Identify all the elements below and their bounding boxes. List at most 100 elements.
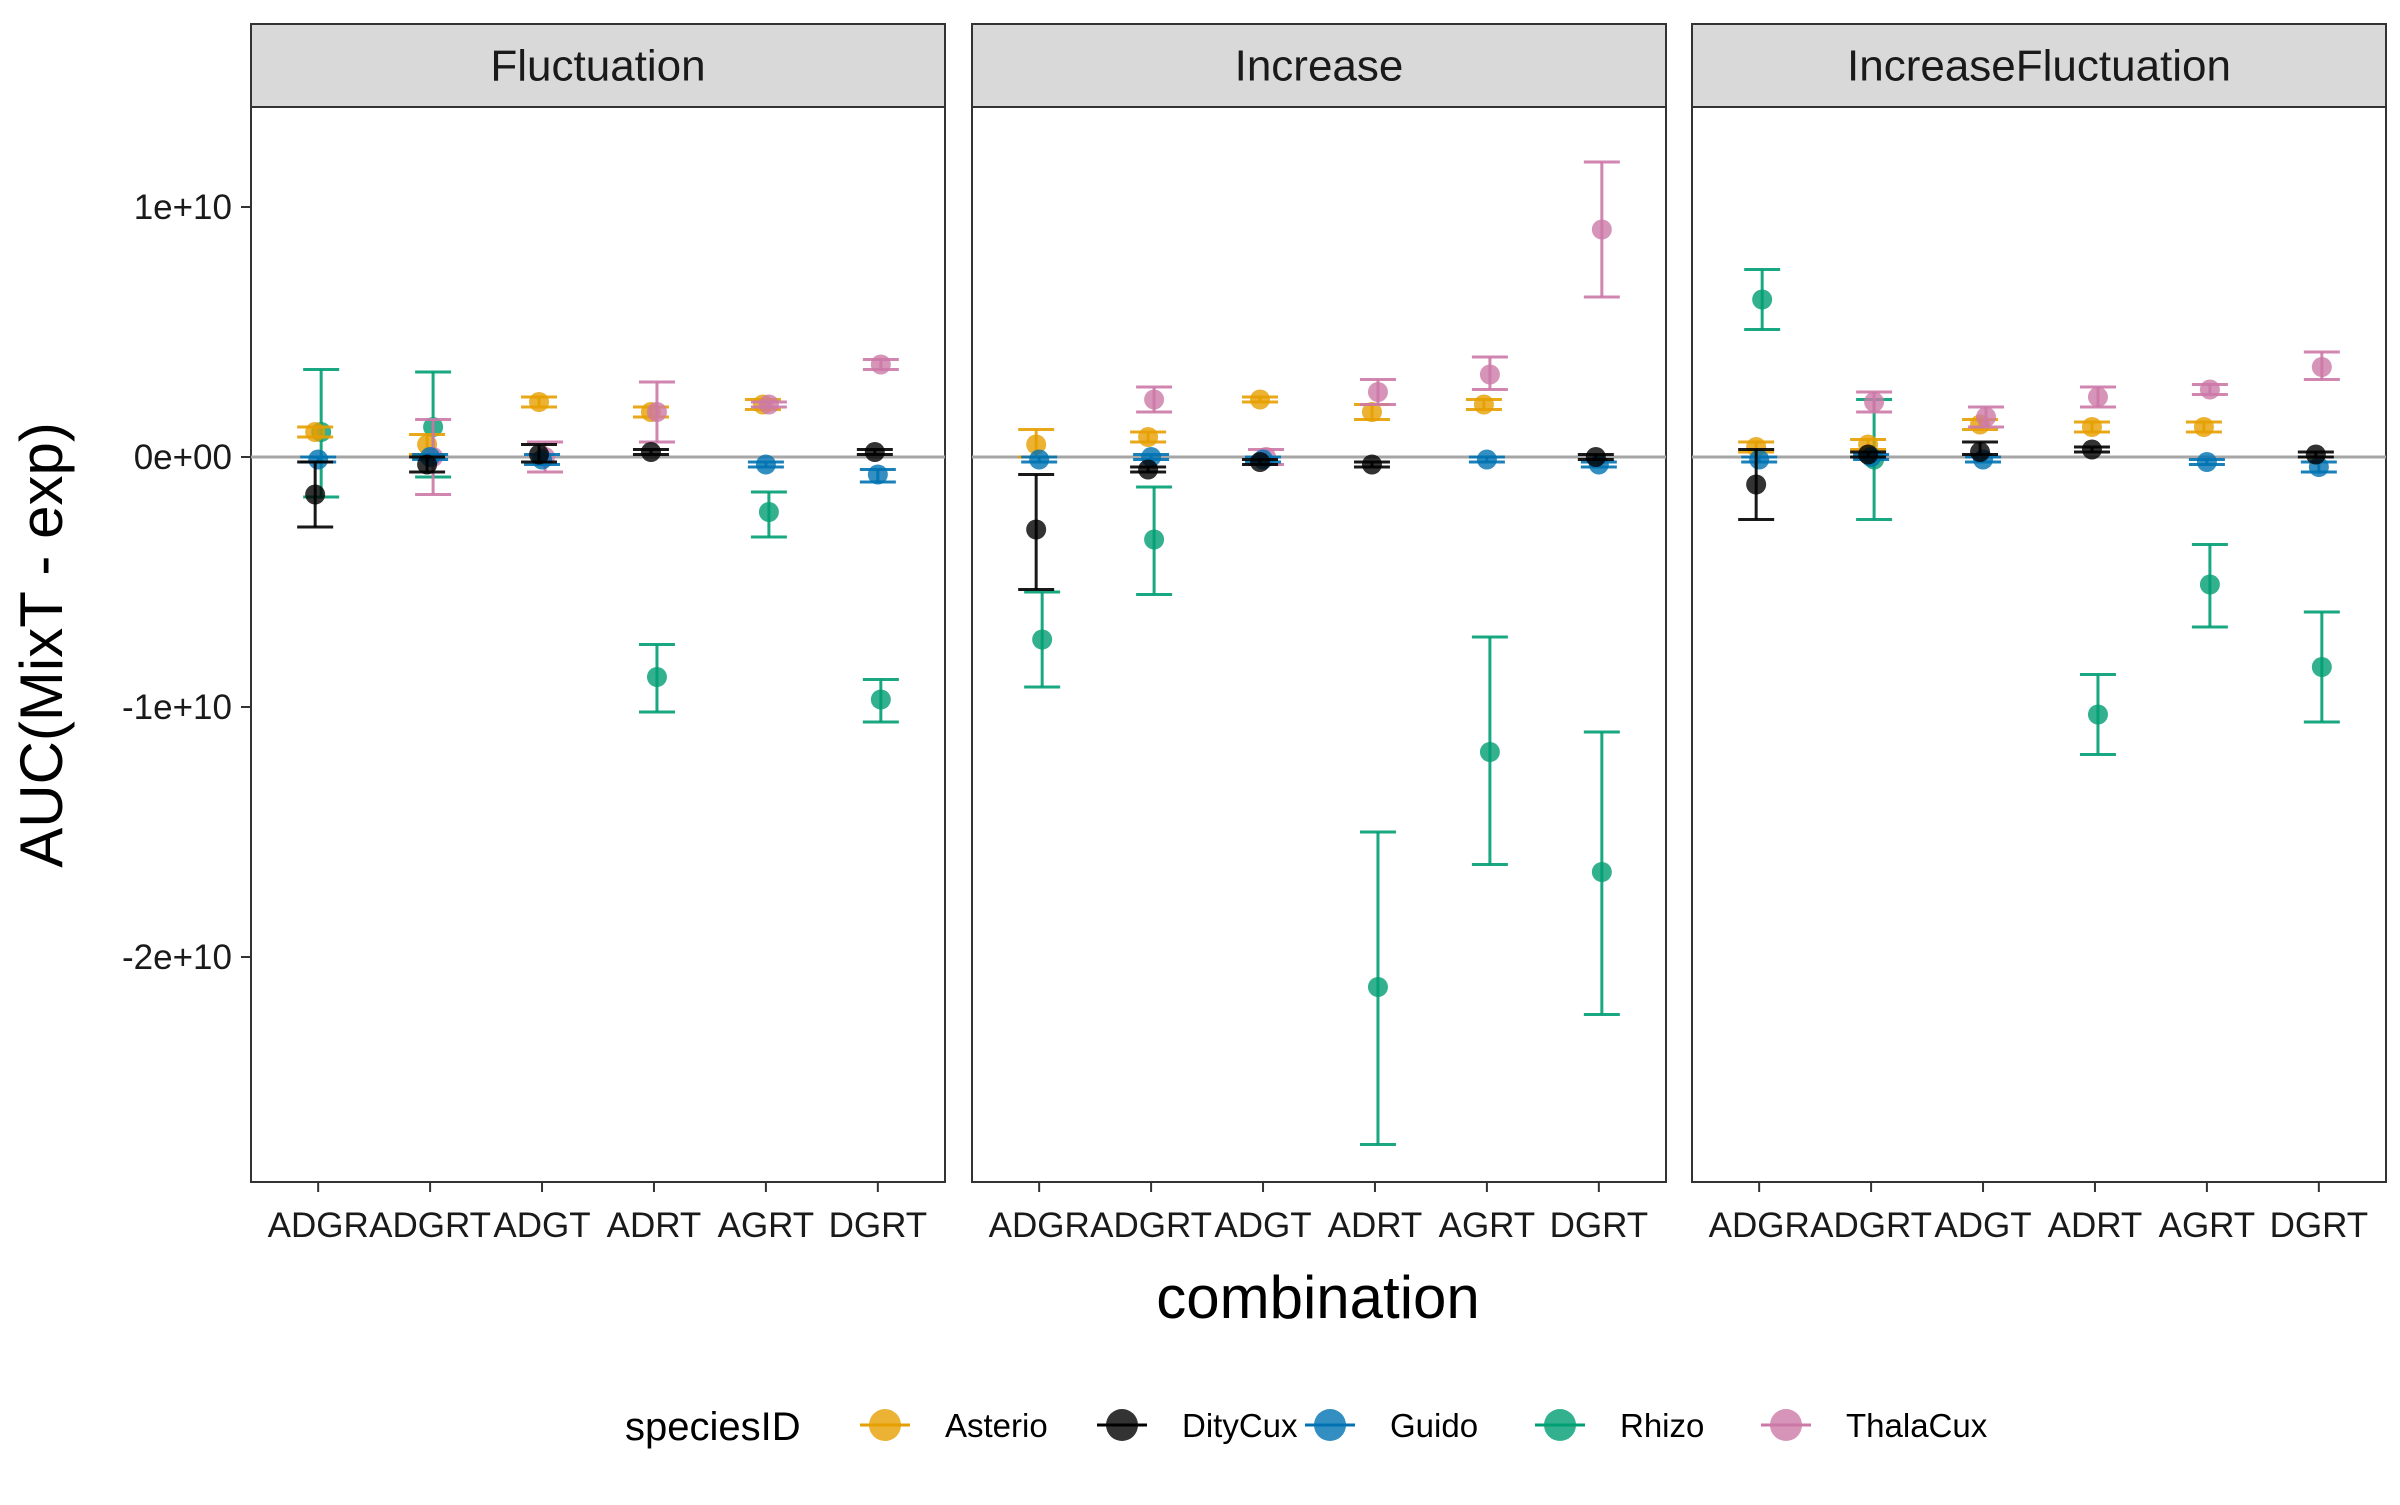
panel-border [250, 106, 946, 1183]
x-tick-label: DGRT [2270, 1206, 2369, 1245]
legend-label: Rhizo [1620, 1407, 1704, 1444]
x-axis-title: combination [1156, 1264, 1480, 1331]
x-tick-label: ADGR [989, 1206, 1090, 1245]
datum-asterio-agrt [1465, 394, 1502, 415]
data-point [1138, 427, 1159, 447]
data-point [1479, 364, 1500, 385]
data-point [1591, 862, 1612, 882]
datum-thalacux-dgrt [1583, 160, 1620, 299]
datum-thalacux-agrt [1471, 355, 1508, 391]
datum-rhizo-adgrt [1136, 485, 1173, 596]
datum-ditycux-adgr [1738, 448, 1775, 521]
datum-rhizo-adrt [638, 643, 675, 714]
data-point [1361, 454, 1382, 475]
data-point [2305, 444, 2326, 465]
datum-thalacux-dgrt [862, 354, 899, 375]
data-point [1361, 402, 1382, 422]
datum-rhizo-adgr [1744, 268, 1781, 331]
datum-thalacux-dgrt [2303, 350, 2340, 381]
facet-panel-increase: Increase ADGR ADGRT ADGT ADRT AGRT DGRT [971, 23, 1667, 1245]
data-point [529, 392, 550, 412]
datum-guido-agrt [1468, 449, 1505, 470]
data-point [1479, 742, 1500, 762]
datum-rhizo-agrt [750, 490, 787, 539]
data-point [2311, 657, 2332, 677]
data-point [870, 354, 891, 375]
data-point [870, 689, 891, 710]
data-point [305, 484, 326, 505]
data-point [1144, 389, 1165, 410]
legend: speciesID Asterio DityCux Guido Rhizo ThalaCu… [625, 1405, 1988, 1449]
data-point [1026, 519, 1047, 540]
x-tick-label: AGRT [2159, 1206, 2256, 1245]
datum-ditycux-dgrt [856, 442, 893, 462]
data-point [864, 442, 885, 462]
facet-panel-fluctuation: Fluctuation ADGR ADGRT ADGT ADRT AGRT DGRT [250, 23, 946, 1245]
data-point [417, 454, 438, 475]
datum-guido-agrt [747, 454, 784, 475]
x-tick-label: ADRT [2048, 1206, 2143, 1245]
y-tick-label: 1e+10 [134, 188, 232, 227]
data-point [640, 442, 661, 462]
datum-asterio-adgr [297, 422, 334, 442]
x-tick-label: ADGRT [1810, 1206, 1932, 1245]
data-point [1032, 629, 1053, 650]
datum-rhizo-adgr [1024, 590, 1061, 689]
x-tick-label: ADGRT [1090, 1206, 1212, 1245]
legend-key-point [1314, 1409, 1346, 1441]
facet-title: Increase [1235, 42, 1404, 91]
data-point [1970, 442, 1991, 462]
facet-strip [971, 23, 1667, 108]
data-point [1473, 394, 1494, 415]
data-point [2193, 417, 2214, 437]
data-point [2087, 704, 2108, 725]
x-tick-label: AGRT [718, 1206, 815, 1245]
x-tick-label: ADRT [1328, 1206, 1423, 1245]
datum-thalacux-adgt [1968, 405, 2005, 429]
data-point [1976, 407, 1997, 427]
data-point [1026, 434, 1047, 455]
data-point [1367, 977, 1388, 997]
data-point [308, 449, 329, 470]
datum-ditycux-adgrt [1130, 459, 1167, 480]
y-tick-label: 0e+00 [134, 438, 232, 477]
datum-ditycux-adrt [1353, 454, 1390, 475]
datum-asterio-adrt [2073, 417, 2110, 437]
datum-ditycux-dgrt [1577, 447, 1614, 467]
x-tick-label: DGRT [1550, 1206, 1649, 1245]
datum-thalacux-adrt [1359, 378, 1396, 406]
datum-guido-adgr [1021, 449, 1058, 470]
facet-title: Fluctuation [490, 42, 705, 91]
data-point [2196, 452, 2217, 472]
facet-title: IncreaseFluctuation [1847, 42, 2231, 91]
data-point [1476, 449, 1497, 470]
datum-rhizo-dgrt [2303, 610, 2340, 724]
legend-key-point [1106, 1409, 1138, 1441]
data-point [1250, 452, 1271, 472]
datum-thalacux-adrt [638, 380, 675, 444]
datum-thalacux-agrt [750, 394, 787, 415]
x-tick-label: ADGR [268, 1206, 369, 1245]
datum-rhizo-agrt [2191, 543, 2228, 629]
legend-key-guido [1305, 1409, 1355, 1441]
datum-guido-agrt [2188, 452, 2225, 472]
data-point [1749, 449, 1770, 470]
data-point [646, 402, 667, 422]
datum-rhizo-adrt [1359, 830, 1396, 1146]
data-point [2081, 439, 2102, 460]
x-tick-label: ADGT [1934, 1206, 2031, 1245]
datum-ditycux-adgt [1242, 452, 1279, 472]
x-tick-label: ADRT [607, 1206, 702, 1245]
datum-guido-dgrt [859, 464, 896, 485]
datum-thalacux-adgrt [1136, 385, 1173, 414]
datum-ditycux-adgt [1962, 440, 1999, 462]
facet-strip [250, 23, 946, 108]
y-axis-title: AUC(MixT - exp) [8, 422, 75, 868]
legend-title: speciesID [625, 1405, 801, 1449]
data-point [2199, 574, 2220, 595]
data-point [1752, 289, 1773, 310]
data-point [1585, 447, 1606, 467]
datum-rhizo-agrt [1471, 635, 1508, 866]
